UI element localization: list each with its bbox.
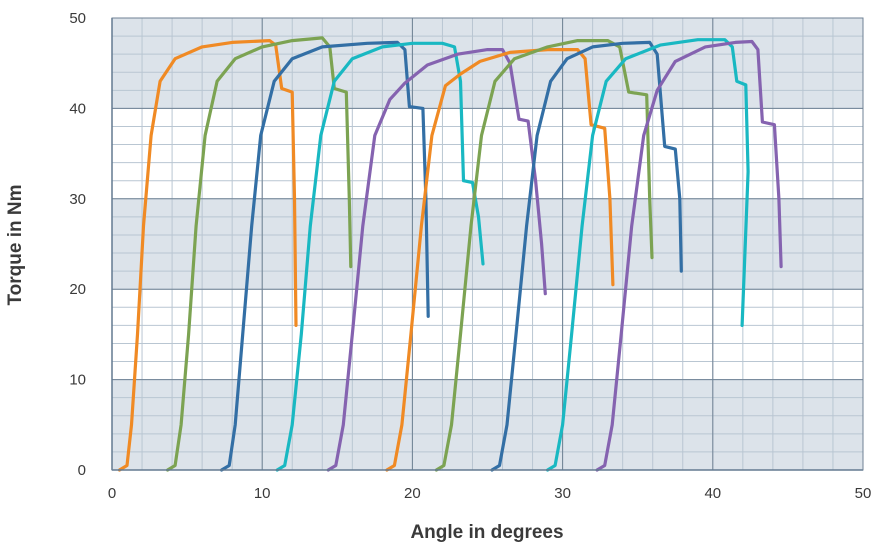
y-tick-label: 20 xyxy=(69,281,86,298)
series-line-1 xyxy=(117,39,298,472)
band xyxy=(112,18,863,109)
series-line-9 xyxy=(546,38,750,472)
series-line-4 xyxy=(275,41,485,472)
x-tick-label: 0 xyxy=(108,485,116,502)
series-line-7 xyxy=(434,39,654,472)
x-tick-label: 10 xyxy=(254,485,271,502)
x-tick-label: 20 xyxy=(404,485,421,502)
band xyxy=(112,379,863,470)
plot-border xyxy=(111,17,864,471)
series-line-8 xyxy=(490,40,683,472)
series-line-5 xyxy=(326,48,547,472)
y-tick-label: 10 xyxy=(69,372,86,389)
x-tick-label: 40 xyxy=(704,485,721,502)
band xyxy=(112,198,863,290)
series-line-10 xyxy=(595,39,783,472)
y-tick-label: 30 xyxy=(69,191,86,208)
series-line-3 xyxy=(220,40,430,472)
y-axis-title: Torque in Nm xyxy=(5,184,26,305)
background-bands xyxy=(112,18,863,470)
x-tick-label: 30 xyxy=(554,485,571,502)
x-axis-title: Angle in degrees xyxy=(410,522,563,543)
y-tick-label: 40 xyxy=(69,100,86,117)
series-lines xyxy=(117,36,783,472)
y-tick-label: 50 xyxy=(69,10,86,27)
tick-labels: 0 10 20 30 40 50 0 10 20 30 40 50 xyxy=(69,10,871,502)
series-line-2 xyxy=(166,36,353,472)
y-tick-label: 0 xyxy=(78,462,86,479)
axes xyxy=(111,17,864,471)
x-tick-label: 50 xyxy=(855,485,872,502)
